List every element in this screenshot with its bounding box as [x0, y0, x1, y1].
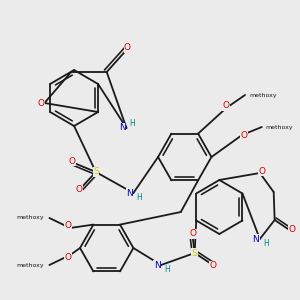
- Text: N: N: [119, 124, 126, 133]
- Text: O: O: [223, 101, 230, 110]
- Text: S: S: [93, 167, 99, 176]
- Text: O: O: [289, 226, 296, 235]
- Text: H: H: [130, 119, 135, 128]
- Text: O: O: [38, 98, 45, 107]
- Text: H: H: [164, 266, 170, 274]
- Text: O: O: [241, 130, 248, 140]
- Text: O: O: [69, 157, 76, 166]
- Text: methoxy: methoxy: [249, 92, 277, 98]
- Text: N: N: [253, 235, 259, 244]
- Text: H: H: [136, 194, 142, 202]
- Text: N: N: [154, 260, 160, 269]
- Text: O: O: [124, 44, 131, 52]
- Text: O: O: [76, 185, 82, 194]
- Text: O: O: [65, 253, 72, 262]
- Text: methoxy: methoxy: [266, 124, 293, 130]
- Text: S: S: [192, 248, 197, 257]
- Text: methoxy: methoxy: [17, 215, 44, 220]
- Text: N: N: [126, 188, 133, 197]
- Text: O: O: [258, 167, 265, 176]
- Text: O: O: [65, 221, 72, 230]
- Text: H: H: [263, 238, 268, 247]
- Text: O: O: [189, 230, 196, 238]
- Text: methoxy: methoxy: [17, 262, 44, 268]
- Text: O: O: [210, 262, 217, 271]
